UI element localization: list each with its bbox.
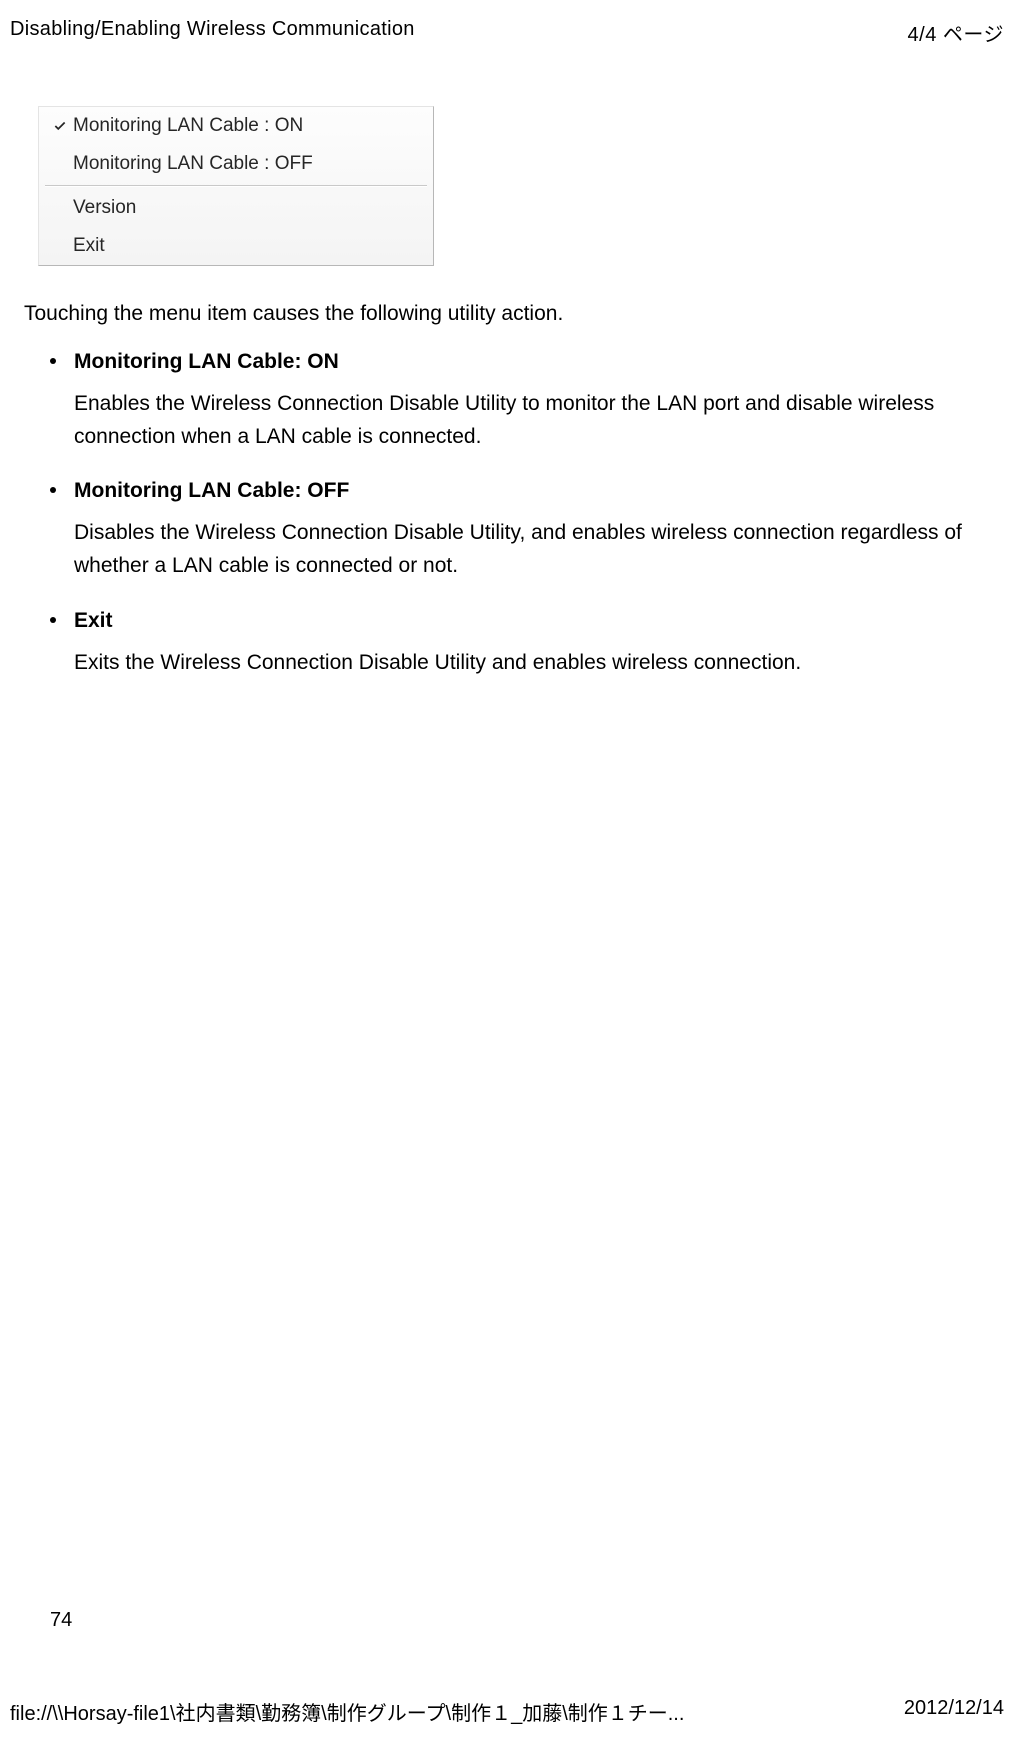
bullet-item: Monitoring LAN Cable: ON Enables the Wir… xyxy=(24,350,990,453)
content-area: Monitoring LAN Cable : ON Monitoring LAN… xyxy=(24,100,990,705)
menu-item-label: Exit xyxy=(73,235,105,257)
bullet-body: Enables the Wireless Connection Disable … xyxy=(74,388,990,453)
page-number: 74 xyxy=(50,1609,72,1632)
bullet-title: Monitoring LAN Cable: ON xyxy=(74,350,990,374)
bullet-title: Exit xyxy=(74,609,990,633)
bullet-body: Disables the Wireless Connection Disable… xyxy=(74,517,990,582)
page-header: Disabling/Enabling Wireless Communicatio… xyxy=(0,18,1014,47)
menu-item-label: Version xyxy=(73,197,136,219)
intro-paragraph: Touching the menu item causes the follow… xyxy=(24,300,990,328)
menu-item-label: Monitoring LAN Cable : ON xyxy=(73,115,303,137)
bullet-item: Exit Exits the Wireless Connection Disab… xyxy=(24,609,990,680)
context-menu: Monitoring LAN Cable : ON Monitoring LAN… xyxy=(38,106,434,266)
bullet-dot-icon xyxy=(50,617,56,623)
bullet-body: Exits the Wireless Connection Disable Ut… xyxy=(74,647,990,680)
bullet-dot-icon xyxy=(50,358,56,364)
menu-item-label: Monitoring LAN Cable : OFF xyxy=(73,153,313,175)
bullet-list: Monitoring LAN Cable: ON Enables the Wir… xyxy=(24,350,990,679)
footer-path: file://\\Horsay-file1\社内書類\勤務簿\制作グループ\制作… xyxy=(10,1697,684,1726)
menu-item-version[interactable]: Version xyxy=(39,189,433,227)
menu-separator xyxy=(45,185,427,187)
menu-item-monitor-off[interactable]: Monitoring LAN Cable : OFF xyxy=(39,145,433,183)
bullet-title: Monitoring LAN Cable: OFF xyxy=(74,479,990,503)
menu-item-exit[interactable]: Exit xyxy=(39,227,433,265)
page-footer: file://\\Horsay-file1\社内書類\勤務簿\制作グループ\制作… xyxy=(0,1697,1014,1726)
menu-item-monitor-on[interactable]: Monitoring LAN Cable : ON xyxy=(39,107,433,145)
page: Disabling/Enabling Wireless Communicatio… xyxy=(0,0,1014,1748)
bullet-item: Monitoring LAN Cable: OFF Disables the W… xyxy=(24,479,990,582)
bullet-dot-icon xyxy=(50,487,56,493)
header-page-indicator: 4/4 ページ xyxy=(908,18,1004,47)
header-title: Disabling/Enabling Wireless Communicatio… xyxy=(10,18,415,47)
check-icon xyxy=(47,119,73,133)
footer-date: 2012/12/14 xyxy=(904,1697,1004,1726)
